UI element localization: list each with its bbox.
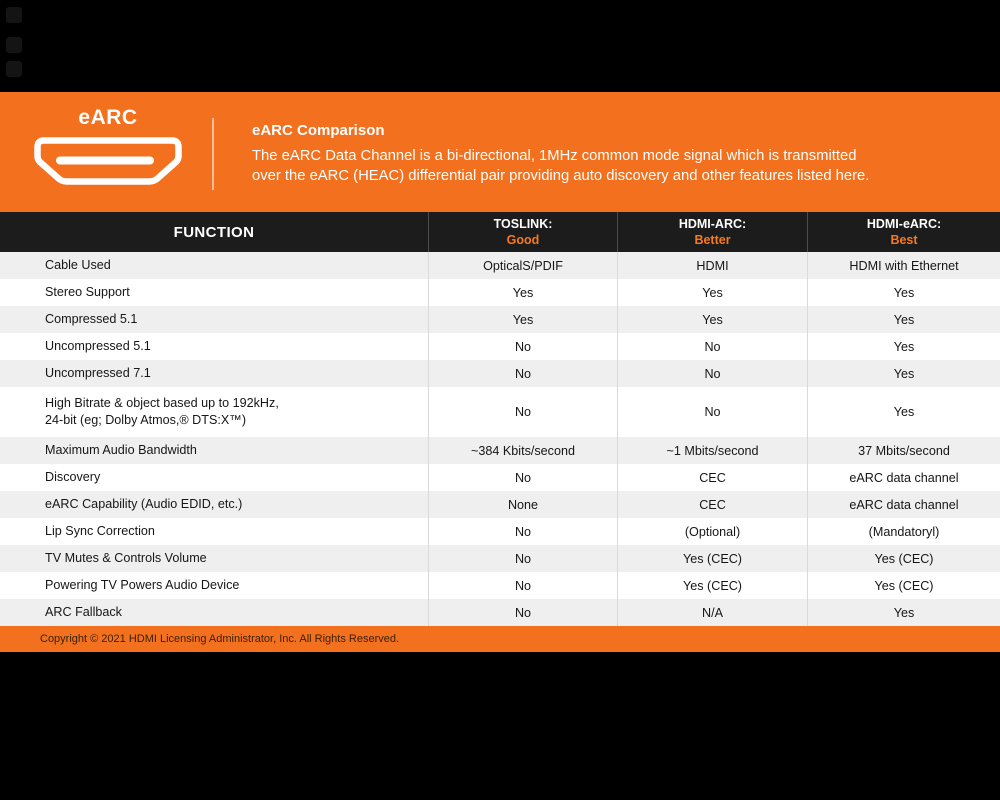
background-artifact — [6, 7, 22, 23]
value-cell: Yes (CEC) — [807, 545, 1000, 572]
function-cell: High Bitrate & object based up to 192kHz… — [45, 396, 279, 427]
value-cell: eARC data channel — [807, 491, 1000, 518]
column-rating: Good — [506, 233, 540, 247]
function-cell: Uncompressed 5.1 — [45, 339, 151, 353]
value-cell: No — [428, 572, 617, 599]
value-cell: Yes — [807, 333, 1000, 360]
function-cell: Powering TV Powers Audio Device — [45, 578, 240, 592]
table-row: High Bitrate & object based up to 192kHz… — [0, 387, 1000, 437]
value-cell: CEC — [617, 464, 807, 491]
column-rating: Better — [694, 233, 731, 247]
column-name: HDMI-eARC: — [866, 217, 942, 231]
earc-logo-label: eARC — [78, 106, 138, 129]
value-cell: Yes — [807, 279, 1000, 306]
footer-band: Copyright © 2021 HDMI Licensing Administ… — [0, 626, 1000, 652]
value-cell: Yes — [807, 599, 1000, 626]
value-cell: Yes — [807, 387, 1000, 437]
value-cell: No — [428, 518, 617, 545]
table-row: ARC Fallback No N/A Yes — [0, 599, 1000, 626]
table-row: Maximum Audio Bandwidth ~384 Kbits/second… — [0, 437, 1000, 464]
value-cell: 37 Mbits/second — [807, 437, 1000, 464]
value-cell: Yes (CEC) — [617, 572, 807, 599]
value-cell: No — [617, 333, 807, 360]
value-cell: OpticalS/PDIF — [428, 252, 617, 279]
value-cell: None — [428, 491, 617, 518]
column-name: TOSLINK: — [493, 217, 553, 231]
value-cell: Yes — [617, 306, 807, 333]
column-rating: Best — [890, 233, 918, 247]
value-cell: Yes — [428, 306, 617, 333]
function-cell: ARC Fallback — [45, 605, 122, 619]
value-cell: No — [428, 360, 617, 387]
value-cell: HDMI with Ethernet — [807, 252, 1000, 279]
value-cell: (Optional) — [617, 518, 807, 545]
value-cell: eARC data channel — [807, 464, 1000, 491]
value-cell: No — [617, 360, 807, 387]
function-cell: Discovery — [45, 470, 101, 484]
table-row: Cable Used OpticalS/PDIF HDMI HDMI with Eth… — [0, 252, 1000, 279]
table-row: Powering TV Powers Audio Device No Yes (CE… — [0, 572, 1000, 599]
header-description-line1: The eARC Data Channel is a bi-directiona… — [252, 148, 857, 164]
value-cell: N/A — [617, 599, 807, 626]
value-cell: No — [428, 545, 617, 572]
value-cell: ~384 Kbits/second — [428, 437, 617, 464]
value-cell: No — [428, 387, 617, 437]
column-name: HDMI-ARC: — [678, 217, 747, 231]
value-cell: (Mandatoryl) — [807, 518, 1000, 545]
value-cell: No — [617, 387, 807, 437]
value-cell: HDMI — [617, 252, 807, 279]
function-cell: Compressed 5.1 — [45, 312, 138, 326]
table-body: Cable Used OpticalS/PDIF HDMI HDMI with Eth… — [0, 252, 1000, 626]
column-header-toslink: TOSLINK: Good — [428, 212, 617, 252]
function-cell: Maximum Audio Bandwidth — [45, 443, 197, 457]
value-cell: Yes — [428, 279, 617, 306]
function-column-header: FUNCTION — [173, 223, 255, 241]
copyright-text: Copyright © 2021 HDMI Licensing Administ… — [40, 633, 400, 645]
value-cell: Yes (CEC) — [617, 545, 807, 572]
table-header-row: FUNCTION TOSLINK: Good HDMI-ARC: Better … — [0, 212, 1000, 252]
column-header-hdmi-earc: HDMI-eARC: Best — [807, 212, 1000, 252]
hdmi-connector-icon — [34, 137, 182, 185]
column-header-hdmi-arc: HDMI-ARC: Better — [617, 212, 807, 252]
table-row: Uncompressed 7.1 No No Yes — [0, 360, 1000, 387]
value-cell: Yes — [617, 279, 807, 306]
earc-header-band: eARC eARC Comparison The eARC Data Chann… — [0, 92, 1000, 212]
value-cell: ~1 Mbits/second — [617, 437, 807, 464]
value-cell: No — [428, 333, 617, 360]
table-row: Compressed 5.1 Yes Yes Yes — [0, 306, 1000, 333]
value-cell: Yes — [807, 306, 1000, 333]
function-cell: Uncompressed 7.1 — [45, 366, 151, 380]
function-cell: Cable Used — [45, 258, 111, 272]
header-text-block: eARC Comparison The eARC Data Channel is… — [252, 122, 869, 186]
background-artifact — [6, 61, 22, 77]
function-cell: Stereo Support — [45, 285, 130, 299]
function-cell: Lip Sync Correction — [45, 524, 155, 538]
table-row: Discovery No CEC eARC data channel — [0, 464, 1000, 491]
hdmi-earc-logo: eARC — [33, 106, 183, 185]
header-title: eARC Comparison — [252, 122, 385, 139]
comparison-table: FUNCTION TOSLINK: Good HDMI-ARC: Better … — [0, 212, 1000, 652]
value-cell: No — [428, 599, 617, 626]
value-cell: Yes (CEC) — [807, 572, 1000, 599]
function-cell: eARC Capability (Audio EDID, etc.) — [45, 497, 243, 511]
table-row: eARC Capability (Audio EDID, etc.) None CE… — [0, 491, 1000, 518]
header-divider — [212, 118, 214, 190]
table-row: Lip Sync Correction No (Optional) (Mandator… — [0, 518, 1000, 545]
table-row: TV Mutes & Controls Volume No Yes (CEC) Yes… — [0, 545, 1000, 572]
table-row: Stereo Support Yes Yes Yes — [0, 279, 1000, 306]
value-cell: Yes — [807, 360, 1000, 387]
function-cell: TV Mutes & Controls Volume — [45, 551, 207, 565]
value-cell: CEC — [617, 491, 807, 518]
value-cell: No — [428, 464, 617, 491]
table-row: Uncompressed 5.1 No No Yes — [0, 333, 1000, 360]
header-description-line2: over the eARC (HEAC) differential pair p… — [252, 168, 870, 184]
background-artifact — [6, 37, 22, 53]
